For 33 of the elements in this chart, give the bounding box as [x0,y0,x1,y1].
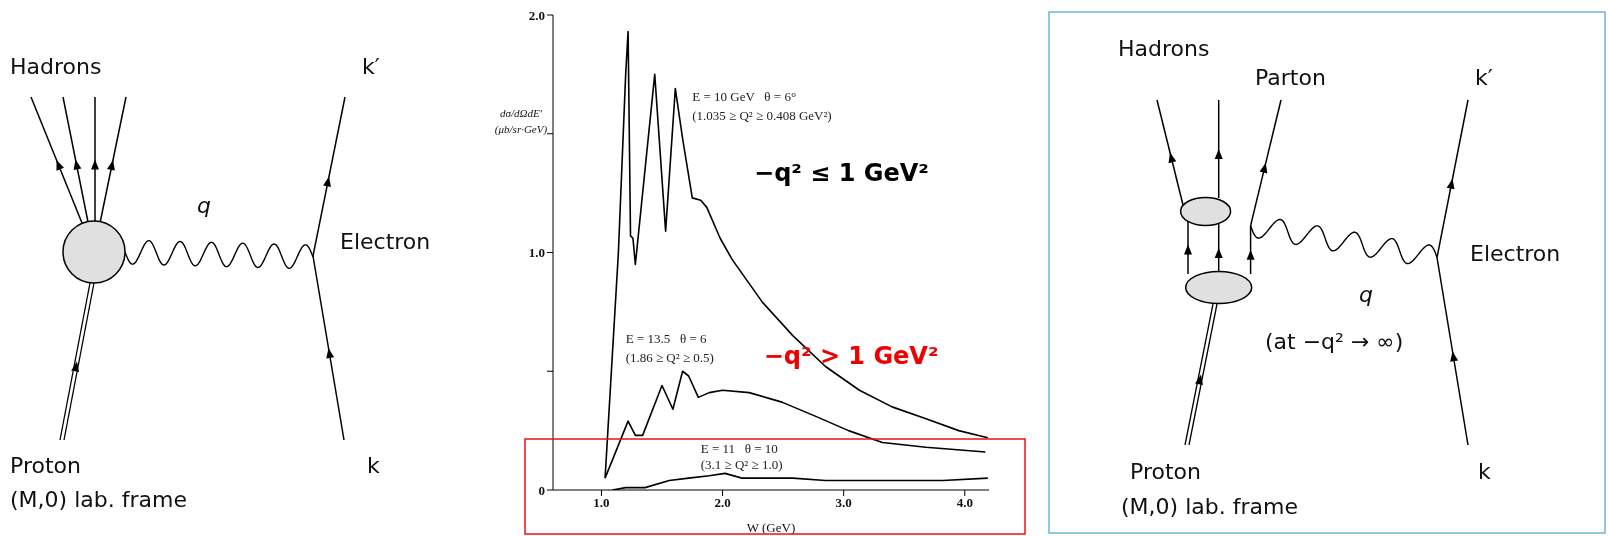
annotation: E = 10 GeV θ = 6° [692,89,797,105]
text: Parton [1255,65,1326,90]
text: Hadrons [10,54,102,79]
y-tick-label: 1.0 [528,245,545,261]
annotation: −q² > 1 GeV² [763,342,939,370]
text: q [1359,282,1373,307]
annotation: E = 11 θ = 10 [700,440,778,456]
x-tick-label: 4.0 [956,495,973,511]
text: Electron [340,229,431,254]
annotation: (3.1 ≥ Q² ≥ 1.0) [700,457,783,473]
text: (M,0) lab. frame [1121,494,1298,519]
text: k′ [1475,65,1493,90]
y-tick-label: 2.0 [528,7,545,23]
x-tick-label: 2.0 [714,495,731,511]
x-tick-label: 1.0 [593,495,610,511]
annotation: −q² ≤ 1 GeV² [754,159,929,188]
text: k′ [362,54,380,79]
y-tick-label: 0 [538,482,545,498]
text: k [1478,459,1491,484]
text: (M,0) lab. frame [10,487,187,512]
text: (at −q² → ∞) [1265,329,1404,354]
annotation: (1.86 ≥ Q² ≥ 0.5) [625,350,714,366]
x-axis-title: W (GeV) [746,520,796,535]
annotation: (1.035 ≥ Q² ≥ 0.408 GeV²) [692,108,832,124]
text: q [197,193,211,218]
text: k [367,453,380,478]
text: Hadrons [1118,36,1210,61]
annotation: E = 13.5 θ = 6 [625,331,707,347]
x-tick-label: 3.0 [835,495,852,511]
text: Electron [1470,241,1561,266]
text: Proton [10,453,81,478]
y-axis-title: dσ/dΩdE′ (μb/sr·GeV) [493,106,549,137]
text: Proton [1130,459,1201,484]
